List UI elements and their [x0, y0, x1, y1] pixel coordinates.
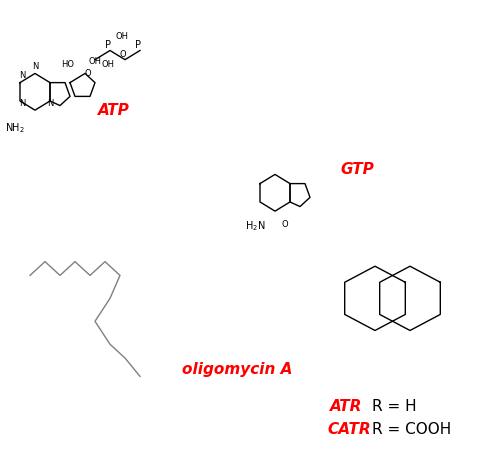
Text: P: P: [104, 40, 110, 50]
Text: N: N: [47, 99, 53, 108]
Text: O: O: [282, 220, 288, 229]
Text: oligomycin A: oligomycin A: [182, 362, 293, 377]
Text: HO: HO: [61, 60, 74, 68]
Text: ATP: ATP: [98, 103, 129, 118]
Text: R = H: R = H: [372, 399, 417, 414]
Text: O: O: [84, 69, 91, 78]
Text: O: O: [119, 50, 126, 59]
Text: ATR: ATR: [330, 399, 362, 414]
Text: GTP: GTP: [340, 162, 374, 177]
Text: P: P: [134, 40, 140, 50]
Text: R = COOH: R = COOH: [372, 422, 452, 437]
Text: N: N: [32, 62, 38, 71]
Text: N: N: [20, 71, 26, 80]
Text: OH: OH: [116, 32, 129, 41]
Text: N: N: [20, 99, 26, 108]
Text: H$_2$N: H$_2$N: [245, 219, 265, 233]
Text: NH$_2$: NH$_2$: [5, 122, 25, 135]
Text: OH: OH: [88, 57, 102, 66]
Text: OH: OH: [101, 60, 114, 68]
Text: CATR: CATR: [328, 422, 371, 437]
